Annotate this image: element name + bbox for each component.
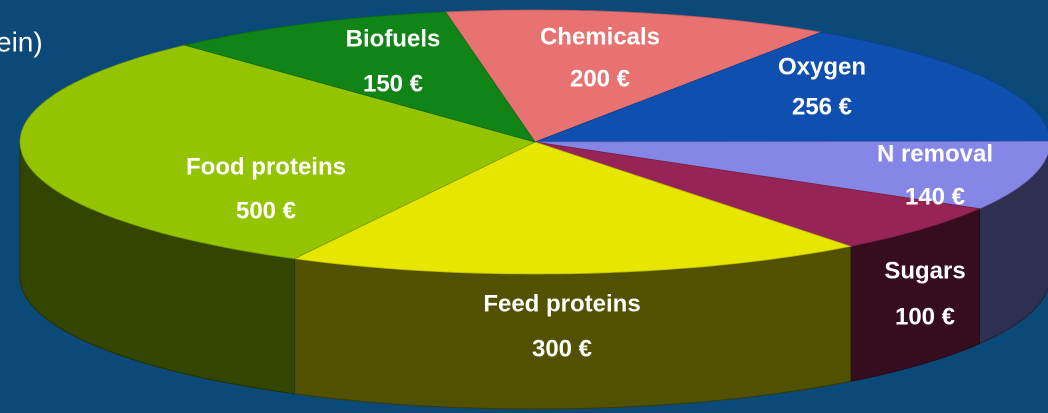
slice-name: N removal [877,140,993,167]
pie-slice [183,11,536,143]
slice-value: 100 € [895,303,955,330]
slice-name: Oxygen [778,53,866,80]
slice-value: 150 € [363,70,423,97]
pie-slice [534,141,981,247]
pie-slice [293,141,853,275]
slice-value: 256 € [792,93,852,120]
slice-name: Food proteins [186,153,346,180]
slice-name: Chemicals [540,23,660,50]
pie-slice [534,141,1048,210]
labels: Chemicals 200 € Oxygen 256 € N removal 140 € S… [186,23,993,362]
slice-value: 140 € [905,183,965,210]
pie-slice [19,44,537,260]
slice-value: 500 € [236,197,296,224]
slice-name: Sugars [884,257,965,284]
pie-sides [19,141,1048,410]
pie-slice [444,9,823,143]
pie-tops [19,9,1048,275]
slice-value: 200 € [570,65,630,92]
slice-value: 300 € [532,335,592,362]
pie-slice [534,31,1048,143]
slice-name: Biofuels [346,25,441,52]
chart-title: ein) [0,26,43,57]
slice-name: Feed proteins [483,290,640,317]
